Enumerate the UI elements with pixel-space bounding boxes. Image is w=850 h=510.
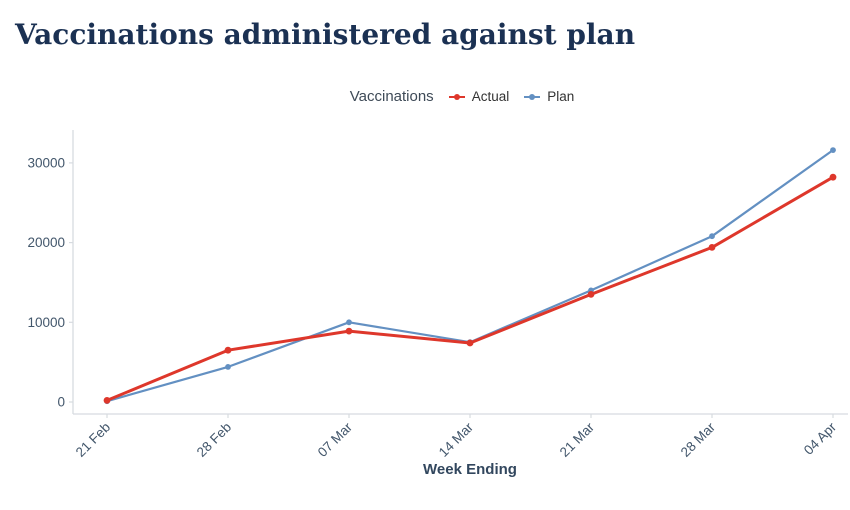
actual-data-point	[103, 397, 111, 404]
x-tick-label: 14 Mar	[436, 419, 477, 460]
x-tick-label: 07 Mar	[315, 419, 356, 460]
x-axis-title: Week Ending	[423, 461, 517, 478]
legend-item-actual[interactable]: Actual	[448, 89, 510, 104]
x-tick-label: 04 Apr	[801, 419, 840, 458]
actual-data-point	[466, 339, 474, 347]
actual-series-marker-icon	[448, 93, 465, 100]
plan-series-marker-icon	[524, 93, 541, 100]
legend: Vaccinations Actual Plan	[37, 88, 850, 105]
plan-data-point	[709, 233, 715, 240]
plan-data-point	[225, 364, 231, 370]
y-tick-label: 20000	[27, 235, 65, 250]
legend-item-plan[interactable]: Plan	[523, 89, 574, 104]
x-tick-label: 28 Feb	[194, 420, 234, 460]
legend-title: Vaccinations	[349, 88, 434, 105]
plan-data-point	[830, 147, 836, 154]
legend-item-label: Plan	[547, 89, 575, 104]
x-tick-label: 28 Mar	[678, 419, 719, 460]
page-title: Vaccinations administered against plan	[15, 18, 636, 51]
actual-data-point	[345, 327, 353, 335]
actual-data-point	[708, 244, 716, 251]
x-tick-label: 21 Feb	[73, 420, 113, 460]
legend-item-label: Actual	[471, 89, 510, 104]
plan-data-point	[346, 319, 352, 326]
actual-data-point	[224, 346, 232, 354]
plan-series-line	[105, 149, 835, 403]
actual-data-point	[829, 173, 837, 181]
actual-data-point	[587, 291, 595, 298]
y-tick-label: 0	[57, 395, 65, 410]
x-tick-label: 21 Mar	[557, 419, 598, 460]
y-tick-label: 10000	[27, 315, 65, 330]
y-tick-label: 30000	[27, 155, 65, 170]
actual-series-line	[105, 175, 835, 402]
